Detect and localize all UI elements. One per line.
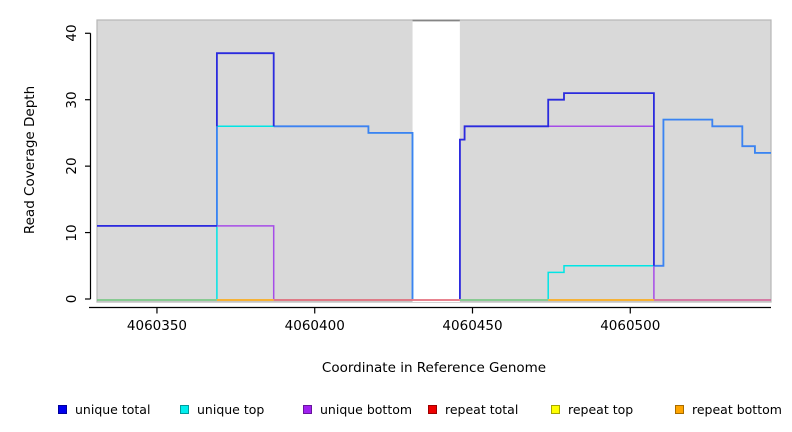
x-tick-label: 4060350 [126,318,188,334]
x-axis-title: Coordinate in Reference Genome [321,360,547,376]
y-tick-label: 10 [64,223,80,242]
y-tick-label: 40 [64,24,80,42]
series-unique-total [458,92,655,299]
y-tick-label: 20 [64,157,80,175]
x-tick-label: 4060400 [284,318,345,334]
y-axis-title: Read Coverage Depth [22,85,38,235]
x-tick-label: 4060500 [600,318,661,334]
x-tick-label: 4060450 [442,318,503,334]
series-unique-total [653,118,771,267]
series-unique-total [273,125,414,299]
y-tick-label: 30 [64,91,80,109]
masked-gap-band [412,20,460,302]
y-tick-label: 0 [64,294,80,304]
series-unique-total [215,52,275,127]
